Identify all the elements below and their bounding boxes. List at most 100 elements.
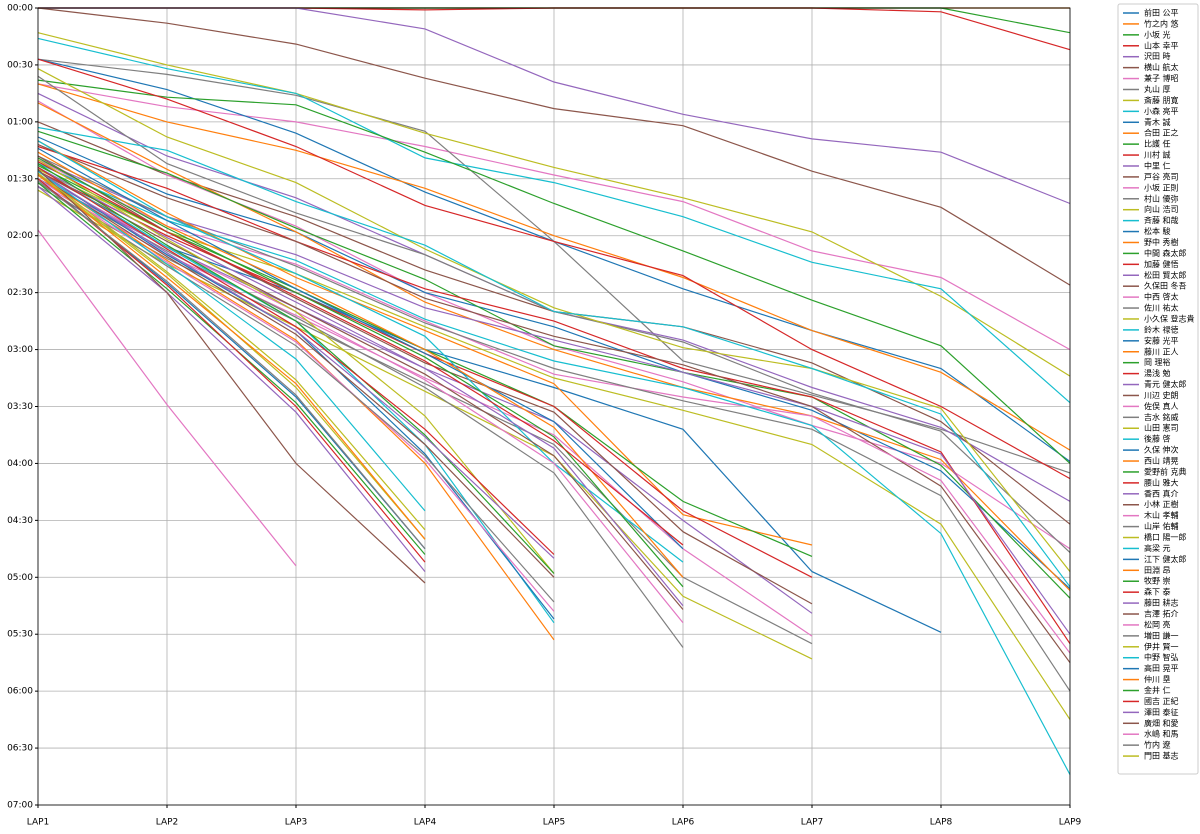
x-tick-label: LAP2: [156, 818, 179, 828]
series-line: [37, 174, 426, 540]
y-tick-label: 04:00: [7, 459, 33, 469]
x-tick-label: LAP3: [285, 818, 308, 828]
legend-label: 岡 理裕: [1144, 357, 1171, 367]
series-line: [37, 83, 1071, 451]
y-tick-label: 00:30: [7, 60, 33, 70]
legend-label: 中西 啓太: [1144, 292, 1179, 302]
series-line: [37, 170, 426, 512]
legend-label: 松岡 亮: [1144, 619, 1171, 629]
legend-label: 伊井 賢一: [1144, 641, 1179, 651]
y-tick-label: 07:00: [7, 801, 33, 811]
y-tick-label: 06:30: [7, 744, 33, 754]
series-line: [37, 32, 1071, 377]
legend-label: 比護 任: [1144, 139, 1171, 149]
legend-label: 木山 孝輔: [1144, 510, 1179, 520]
legend-label: 山本 幸平: [1144, 40, 1179, 50]
x-tick-label: LAP9: [1059, 818, 1082, 828]
axes: 00:00 00:30 01:00 01:30 02:00 02:30 03:00 03:30…: [7, 4, 1081, 828]
x-tick-label: LAP6: [672, 818, 695, 828]
lines: [37, 7, 1071, 775]
legend-label: 小坂 正則: [1144, 182, 1179, 192]
legend-label: 橋口 陽一郎: [1144, 532, 1187, 542]
legend-label: 山田 憲司: [1144, 423, 1179, 433]
legend-label: 沢田 時: [1144, 52, 1171, 61]
legend-label: 小久保 登志貴: [1144, 313, 1195, 323]
legend-label: 中野 智弘: [1144, 652, 1179, 662]
series-line: [37, 185, 426, 572]
series-line: [37, 166, 555, 555]
legend-label: 國吉 正紀: [1144, 696, 1179, 706]
legend-label: 久保 伸次: [1144, 445, 1179, 455]
series-line: [37, 147, 684, 550]
series-line: [37, 157, 684, 588]
y-tick-label: 01:30: [7, 174, 33, 184]
y-tick-label: 02:00: [7, 231, 33, 241]
series-line: [37, 102, 1071, 592]
legend-label: 吉澤 拓介: [1144, 609, 1179, 619]
legend-label: 田淵 昂: [1144, 565, 1171, 575]
x-tick-label: LAP8: [930, 818, 953, 828]
legend-label: 藤田 耕志: [1144, 598, 1179, 608]
legend-label: 藤川 正人: [1144, 346, 1179, 356]
legend-label: 牧野 崇: [1144, 576, 1171, 586]
series-line: [37, 163, 555, 574]
series-line: [37, 7, 1071, 286]
y-tick-label: 06:00: [7, 687, 33, 697]
legend-label: 門田 基志: [1144, 751, 1179, 761]
legend-label: 佐俣 真人: [1144, 401, 1179, 411]
legend-label: 村山 優弥: [1144, 193, 1179, 203]
legend-label: 斉藤 和哉: [1144, 215, 1179, 225]
legend-label: 竹内 遼: [1144, 740, 1171, 750]
legend-label: 金井 仁: [1144, 685, 1171, 695]
y-tick-label: 04:30: [7, 516, 33, 526]
legend-label: 吉水 銘威: [1144, 412, 1179, 422]
series-line: [37, 178, 555, 612]
y-tick-label: 00:00: [7, 4, 33, 14]
legend-label: 佐川 祐太: [1144, 303, 1179, 313]
legend-label: 小林 正樹: [1144, 499, 1179, 509]
series-line: [37, 178, 426, 563]
legend-label: 腰山 雅大: [1144, 477, 1179, 487]
y-tick-label: 05:30: [7, 630, 33, 640]
legend-label: 前田 公平: [1144, 8, 1179, 18]
legend-label: 増田 謙一: [1144, 630, 1179, 640]
x-tick-label: LAP7: [801, 818, 824, 828]
legend-label: 青木 誠: [1144, 117, 1171, 127]
legend-label: 青元 健太郎: [1144, 379, 1187, 389]
series-line: [37, 140, 813, 546]
legend-label: 松本 駿: [1144, 226, 1171, 236]
legend-label: 愛野前 克典: [1144, 466, 1187, 476]
series-line: [37, 170, 555, 559]
series-line: [37, 174, 555, 578]
series-line: [37, 159, 555, 574]
series-line: [37, 159, 1071, 654]
legend-label: 後藤 啓: [1144, 434, 1171, 444]
legend-label: 松田 賢太郎: [1144, 270, 1187, 280]
legend-label: 向山 浩司: [1144, 204, 1179, 214]
legend-label: 鈴木 禄徳: [1144, 324, 1179, 334]
legend-label: 兼子 博昭: [1144, 73, 1179, 83]
legend-label: 川村 誠: [1144, 150, 1171, 160]
series-line: [37, 79, 1071, 464]
series-line: [37, 155, 1071, 692]
series-line: [37, 151, 684, 578]
legend-label: 横山 航太: [1144, 62, 1179, 72]
legend-label: 西山 靖晃: [1144, 456, 1179, 466]
series-line: [37, 83, 1071, 351]
legend-label: 合田 正之: [1144, 128, 1179, 138]
series-line: [37, 37, 1071, 404]
legend-label: 香西 真介: [1144, 488, 1179, 498]
legend-label: 加藤 健悟: [1144, 259, 1179, 269]
series-line: [37, 58, 1071, 480]
legend-label: 中間 森太郎: [1144, 248, 1187, 258]
series-line: [37, 161, 684, 546]
legend-label: 小森 亮平: [1144, 106, 1179, 116]
legend-label: 川辺 史朗: [1144, 390, 1179, 400]
legend-label: 山岸 佑輔: [1144, 521, 1179, 531]
series-line: [37, 145, 1071, 645]
series-line: [37, 126, 1071, 588]
series-line: [37, 174, 555, 641]
legend-label: 江下 健太郎: [1144, 554, 1187, 564]
y-tick-label: 05:00: [7, 573, 33, 583]
